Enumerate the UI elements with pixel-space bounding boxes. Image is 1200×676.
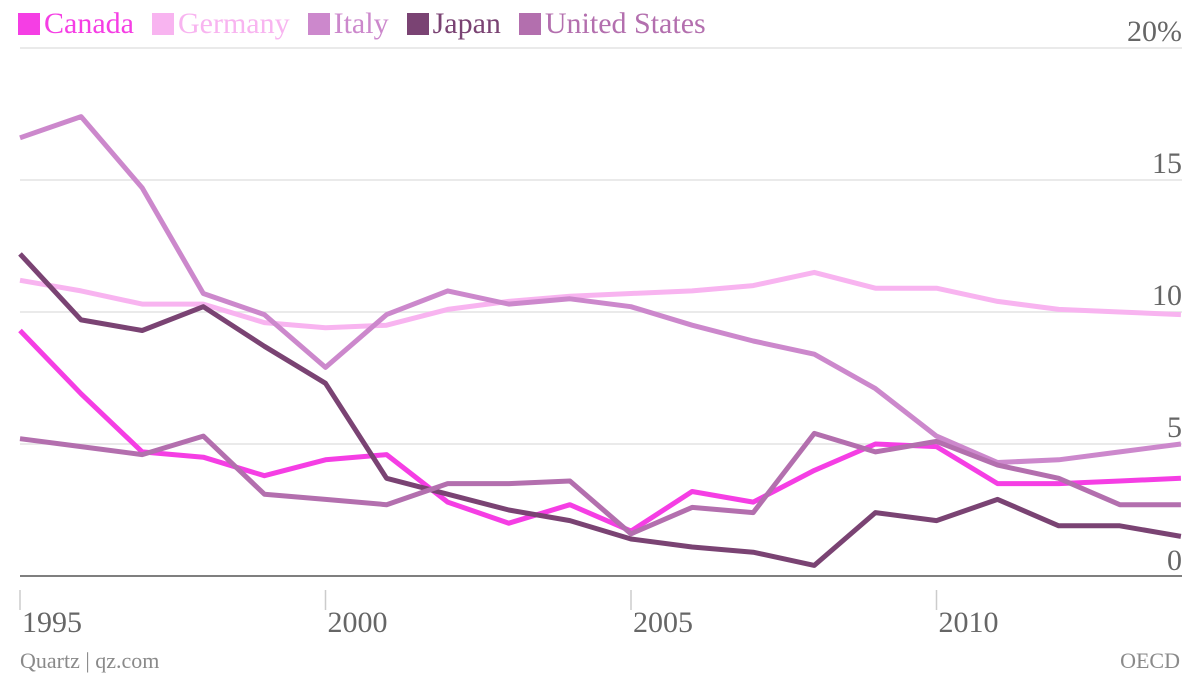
y-tick-label: 5	[1167, 411, 1182, 444]
gridlines	[20, 47, 1182, 445]
legend-item-united-states: United States	[518, 4, 706, 44]
x-tick-label: 1995	[22, 606, 82, 639]
y-tick-label: 15	[1152, 147, 1182, 180]
legend-label: Germany	[177, 7, 290, 40]
series-lines	[18, 114, 1182, 568]
legend-item-japan: Japan	[406, 4, 501, 44]
legend-item-germany: Germany	[151, 4, 290, 44]
y-tick-label: 10	[1152, 279, 1182, 312]
x-tick-label: 2005	[633, 606, 693, 639]
legend-swatch	[151, 13, 174, 35]
legend-label: Japan	[432, 7, 501, 40]
legend-item-italy: Italy	[307, 4, 389, 44]
y-tick-label: 20%	[1127, 15, 1182, 48]
x-tick-label: 2010	[939, 606, 999, 639]
legend-item-canada: Canada	[18, 4, 134, 44]
source-text: OECD	[1120, 648, 1180, 673]
x-tick-label: 2000	[328, 606, 388, 639]
series-line-italy	[19, 114, 1182, 465]
credit-text: Quartz | qz.com	[20, 648, 160, 673]
legend-label: Canada	[44, 7, 134, 40]
legend-label: Italy	[333, 7, 389, 40]
legend-swatch	[406, 13, 429, 35]
legend-swatch	[518, 13, 541, 35]
series-line-japan	[18, 252, 1182, 568]
series-line-canada	[18, 328, 1182, 534]
legend-label: United States	[544, 7, 706, 40]
chart-legend: Canada Germany Italy Japan United States	[18, 4, 724, 44]
legend-swatch	[18, 13, 40, 35]
axes: 0 5 10 15 20% 1995 2000 2005 2010	[19, 15, 1182, 639]
y-tick-label: 0	[1167, 544, 1182, 577]
legend-swatch	[307, 13, 330, 35]
series-line-germany	[19, 269, 1182, 331]
series-line-united-states	[19, 430, 1181, 537]
